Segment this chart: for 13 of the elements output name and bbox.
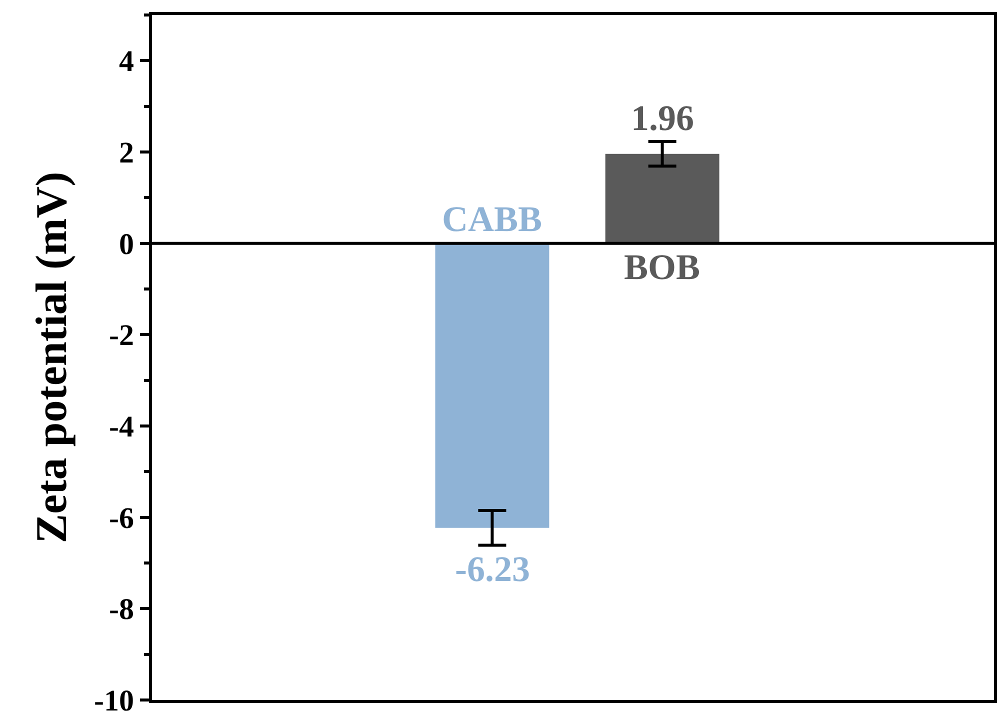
y-tick-label: -10 [94, 684, 134, 718]
x-tick-label: BOB [624, 247, 700, 287]
y-tick-label: 2 [119, 136, 134, 170]
y-tick-label: -4 [109, 410, 134, 444]
data-label: 1.96 [631, 98, 694, 138]
y-tick-label: 4 [119, 45, 134, 78]
y-tick-label: -2 [109, 319, 134, 352]
data-label: -6.23 [455, 549, 530, 589]
x-tick-label: CABB [442, 199, 542, 239]
y-axis-title: Zeta potential (mV) [27, 172, 76, 544]
y-tick-label: 0 [119, 228, 134, 261]
y-tick-label: -6 [109, 502, 134, 535]
y-tick-label: -8 [109, 593, 134, 626]
